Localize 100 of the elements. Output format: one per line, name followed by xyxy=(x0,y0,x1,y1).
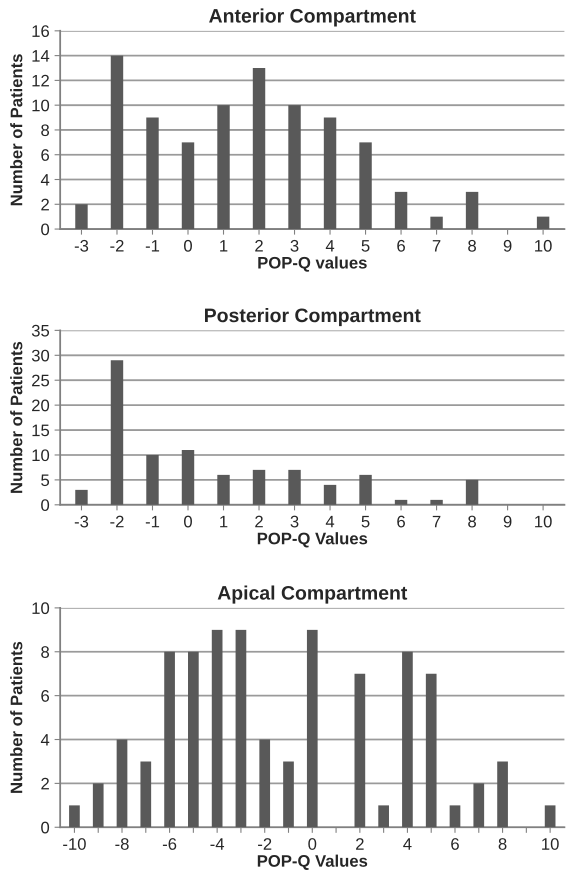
x-tick-label: 4 xyxy=(326,516,334,528)
x-tick-label: -4 xyxy=(210,838,224,850)
x-tick-label: 1 xyxy=(220,240,228,252)
bar xyxy=(536,216,550,230)
x-tick-label: 8 xyxy=(468,516,476,528)
x-tick-label: 8 xyxy=(468,240,476,252)
bar xyxy=(378,805,389,828)
bar xyxy=(283,761,294,828)
bar xyxy=(402,652,413,828)
bar xyxy=(394,192,408,230)
bar xyxy=(466,480,478,505)
x-tick-label: 2 xyxy=(356,838,364,850)
bar xyxy=(394,500,408,505)
bar xyxy=(544,805,556,828)
y-tick-label: 2 xyxy=(41,778,49,790)
x-tick-label: 0 xyxy=(184,240,192,252)
y-tick-label: 25 xyxy=(32,374,50,386)
bar xyxy=(140,761,152,828)
bar xyxy=(236,630,246,828)
bar xyxy=(146,118,159,230)
y-tick-label: 14 xyxy=(32,50,50,62)
x-tick-label: 10 xyxy=(535,240,552,252)
x-tick-label: -2 xyxy=(110,240,124,252)
bar xyxy=(69,805,80,828)
chart-title: Posterior Compartment xyxy=(205,308,421,326)
x-tick-label: 2 xyxy=(255,516,263,528)
bar xyxy=(450,805,460,828)
bar xyxy=(92,783,104,828)
bar xyxy=(259,740,270,828)
bar xyxy=(354,674,366,828)
bar xyxy=(430,216,443,230)
bar xyxy=(146,454,159,505)
y-tick-label: 0 xyxy=(41,223,50,236)
bar xyxy=(110,56,124,230)
x-tick-label: 6 xyxy=(397,516,405,528)
y-tick-label: 12 xyxy=(32,74,49,86)
bar xyxy=(324,118,336,230)
x-tick-label: 9 xyxy=(504,240,512,252)
bar xyxy=(182,450,194,505)
bar xyxy=(217,105,230,230)
x-tick-label: 0 xyxy=(184,516,192,528)
y-axis-title: Number of Patients xyxy=(10,642,22,793)
bar xyxy=(116,740,128,828)
chart-title: Anterior Compartment xyxy=(209,8,416,27)
x-tick-label: 10 xyxy=(535,516,552,528)
bar xyxy=(217,474,230,505)
y-tick-label: 4 xyxy=(40,734,50,746)
bar xyxy=(359,142,372,230)
y-tick-label: 10 xyxy=(32,100,50,112)
x-tick-label: 4 xyxy=(403,838,412,850)
bar xyxy=(212,630,222,828)
y-tick-label: 2 xyxy=(41,198,49,210)
bar xyxy=(75,204,88,230)
y-tick-label: 30 xyxy=(32,350,50,362)
bar xyxy=(497,761,508,828)
x-tick-label: 5 xyxy=(362,240,370,252)
bar xyxy=(164,652,175,828)
x-tick-label: 1 xyxy=(220,516,228,528)
x-tick-label: 6 xyxy=(451,838,459,850)
x-tick-label: 6 xyxy=(397,240,405,252)
y-tick-label: 6 xyxy=(41,690,50,702)
x-tick-label: 10 xyxy=(542,838,559,850)
x-tick-label: -3 xyxy=(74,240,88,252)
bar xyxy=(473,783,484,828)
chart-title: Apical Compartment xyxy=(218,585,408,604)
x-tick-label: 5 xyxy=(362,516,370,528)
bar xyxy=(252,470,266,505)
x-axis-title: POP-Q Values xyxy=(258,532,368,548)
y-tick-label: 4 xyxy=(40,174,50,186)
bar xyxy=(359,474,372,505)
x-tick-label: 0 xyxy=(308,838,316,850)
x-tick-label: -2 xyxy=(110,516,124,528)
x-axis-title: POP-Q Values xyxy=(258,854,368,870)
x-tick-label: -1 xyxy=(146,516,160,528)
bar xyxy=(110,360,124,505)
x-tick-label: -6 xyxy=(162,838,176,850)
bar xyxy=(466,192,478,230)
y-axis-title: Number of Patients xyxy=(10,54,22,206)
bar xyxy=(252,68,266,230)
x-tick-label: 2 xyxy=(255,240,263,252)
bar xyxy=(75,490,88,505)
y-tick-label: 15 xyxy=(32,424,50,436)
y-tick-label: 35 xyxy=(32,324,50,337)
bar xyxy=(306,630,318,828)
y-tick-label: 0 xyxy=(41,822,50,834)
x-tick-label: 8 xyxy=(498,838,506,850)
y-tick-label: 10 xyxy=(32,449,50,462)
x-tick-label: -2 xyxy=(258,838,272,850)
x-tick-label: 9 xyxy=(504,516,512,528)
x-tick-label: 3 xyxy=(290,240,298,252)
bar xyxy=(288,470,301,505)
x-tick-label: 7 xyxy=(432,240,440,252)
bar xyxy=(430,500,443,505)
x-tick-label: -1 xyxy=(146,240,160,252)
bar xyxy=(288,105,301,230)
y-tick-label: 20 xyxy=(32,400,50,412)
x-tick-label: 4 xyxy=(326,240,334,252)
y-tick-label: 10 xyxy=(32,602,50,614)
y-axis-title: Number of Patients xyxy=(10,342,22,493)
bar xyxy=(426,674,437,828)
